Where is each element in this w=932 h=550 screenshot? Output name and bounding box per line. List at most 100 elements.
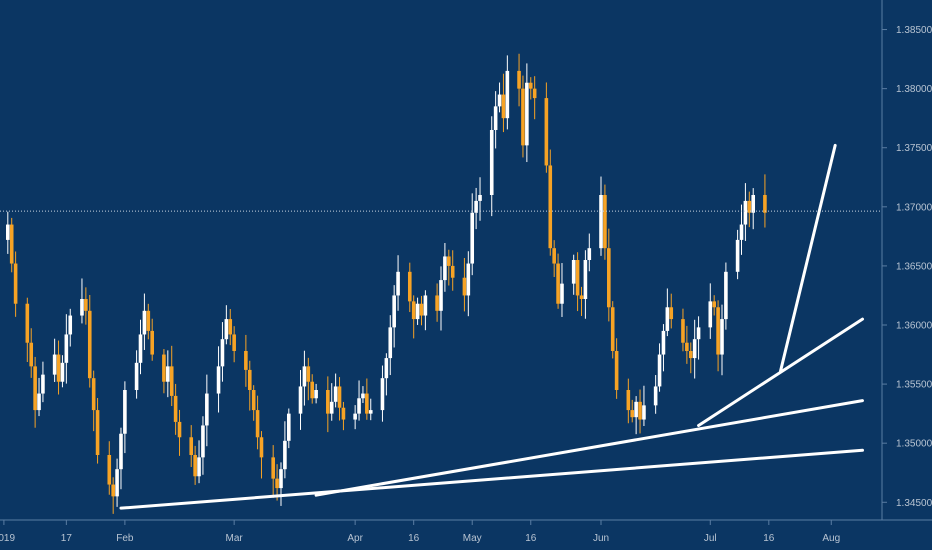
candle-down xyxy=(528,82,533,89)
candle-down xyxy=(111,484,115,497)
candle-down xyxy=(177,421,182,438)
candle-down xyxy=(25,303,30,343)
candle-up xyxy=(138,334,143,363)
candle-down xyxy=(548,165,553,249)
candle-down xyxy=(763,195,767,213)
x-tick-label: 16 xyxy=(525,533,537,544)
candle-up xyxy=(166,366,170,382)
candle-up xyxy=(384,358,389,379)
candle-down xyxy=(638,401,642,420)
candle-down xyxy=(614,351,619,390)
candle-up xyxy=(423,295,428,316)
candle-up xyxy=(665,307,670,331)
candle-up xyxy=(735,239,740,272)
candle-up xyxy=(314,390,318,399)
y-tick-label: 1.38000 xyxy=(896,84,932,95)
candle-up xyxy=(60,362,65,382)
candle-up xyxy=(353,413,357,420)
candle-down xyxy=(162,354,166,382)
candle-down xyxy=(173,395,178,422)
candle-down xyxy=(521,88,525,146)
candle-up xyxy=(466,263,471,296)
candle-up xyxy=(64,334,69,363)
candle-up xyxy=(142,310,147,335)
candle-down xyxy=(33,366,37,411)
candle-down xyxy=(251,390,256,411)
candle-up xyxy=(119,433,123,470)
candle-down xyxy=(255,410,260,438)
trendline xyxy=(779,143,837,373)
trendline xyxy=(314,399,864,497)
candle-down xyxy=(150,330,155,355)
candle-up xyxy=(493,106,498,130)
candle-down xyxy=(685,342,689,351)
candle-down xyxy=(271,457,275,479)
candle-down xyxy=(341,407,346,420)
candle-down xyxy=(91,378,96,411)
candle-up xyxy=(68,315,73,335)
candle-up xyxy=(205,393,209,426)
y-tick-label: 1.34500 xyxy=(896,498,932,509)
candle-down xyxy=(275,478,279,489)
candle-up xyxy=(123,390,127,434)
candle-up xyxy=(224,319,229,340)
candle-up xyxy=(415,303,420,320)
candle-down xyxy=(544,98,549,166)
candle-up xyxy=(286,413,291,441)
candle-down xyxy=(189,437,194,455)
candle-down xyxy=(669,307,674,320)
candle-down xyxy=(56,354,61,382)
y-tick-label: 1.35000 xyxy=(896,439,932,450)
x-tick-label: Apr xyxy=(347,533,363,544)
candle-down xyxy=(146,310,151,331)
candle-down xyxy=(9,224,14,264)
candle-down xyxy=(29,342,34,367)
y-axis-ticks: 1.38500 1.38000 1.37500 1.37000 1.36500 1.360… xyxy=(882,25,932,509)
y-tick-label: 1.38500 xyxy=(896,25,932,36)
candle-up xyxy=(657,354,662,387)
candle-down xyxy=(259,437,264,458)
candle-up xyxy=(220,339,225,367)
candle-up xyxy=(80,299,84,316)
y-tick-label: 1.36000 xyxy=(896,321,932,332)
candle-up xyxy=(443,256,447,281)
candle-down xyxy=(87,310,92,379)
candle-up xyxy=(302,366,307,387)
candle-up xyxy=(505,70,510,119)
candle-down xyxy=(84,299,88,311)
candle-down xyxy=(365,393,369,414)
candle-down xyxy=(447,256,451,266)
y-tick-label: 1.35500 xyxy=(896,380,932,391)
candle-down xyxy=(626,390,631,411)
candle-down xyxy=(244,351,248,370)
candle-down xyxy=(337,386,342,408)
candle-up xyxy=(642,405,646,420)
candle-down xyxy=(681,319,685,343)
candle-up xyxy=(329,401,334,414)
candle-down xyxy=(419,303,424,316)
y-tick-label: 1.37000 xyxy=(896,202,932,213)
candle-up xyxy=(653,386,658,406)
candle-up xyxy=(708,301,713,328)
candle-up xyxy=(439,280,443,311)
candle-up xyxy=(470,212,475,264)
candle-down xyxy=(95,410,100,455)
candle-up xyxy=(751,195,756,213)
candle-down xyxy=(232,334,236,351)
candle-down xyxy=(575,260,580,296)
candle-up xyxy=(368,410,373,414)
candle-up xyxy=(696,327,701,340)
candle-down xyxy=(712,301,716,308)
candle-up xyxy=(115,469,119,497)
candle-up xyxy=(333,386,338,402)
candle-down xyxy=(688,351,693,359)
candles-layer xyxy=(6,53,767,514)
candle-up xyxy=(720,319,724,355)
candle-up xyxy=(197,457,201,477)
candle-down xyxy=(310,381,315,399)
candle-down xyxy=(13,263,18,304)
candle-down xyxy=(603,195,607,249)
candle-down xyxy=(411,301,416,320)
